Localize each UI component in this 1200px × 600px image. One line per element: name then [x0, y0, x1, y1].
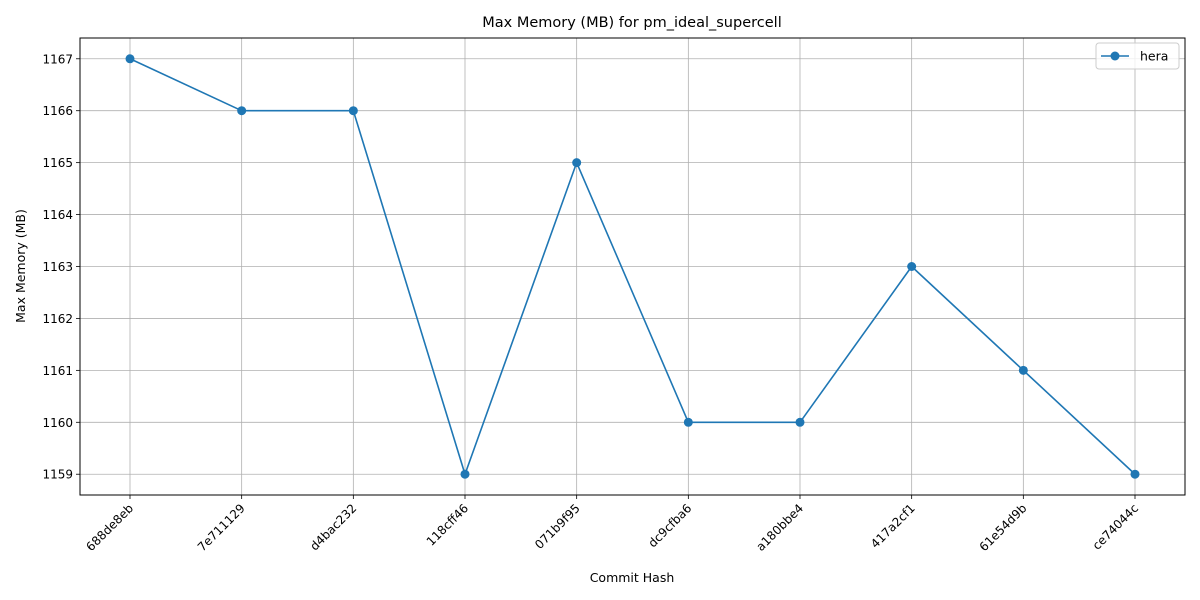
y-tick-label: 1165: [42, 156, 73, 170]
y-tick-label: 1162: [42, 312, 73, 326]
series-layer: [125, 54, 1140, 479]
y-axis-label: Max Memory (MB): [13, 209, 28, 323]
legend-box: [1095, 42, 1180, 70]
y-tick-label: 1160: [42, 416, 73, 430]
legend-label-hera: hera: [1140, 49, 1168, 64]
legend: hera: [1095, 42, 1180, 70]
y-tick-label: 1159: [42, 468, 73, 482]
data-point: [237, 106, 247, 116]
y-tick-label: 1164: [42, 208, 73, 222]
series-line-hera: [129, 58, 1136, 476]
data-point: [907, 262, 917, 271]
y-tick-label: 1167: [42, 52, 73, 66]
data-point: [1018, 365, 1028, 375]
data-point: [348, 106, 358, 116]
x-axis-label: Commit Hash: [590, 570, 675, 585]
y-tick-label: 1166: [42, 104, 73, 118]
y-tick-label: 1163: [42, 260, 73, 274]
data-point: [683, 417, 693, 427]
data-point: [1130, 469, 1140, 479]
data-point: [572, 158, 582, 168]
data-point: [795, 417, 805, 427]
chart-title: Max Memory (MB) for pm_ideal_supercell: [482, 15, 781, 31]
plot-frame: [79, 37, 1186, 496]
axes: [76, 37, 1186, 499]
y-tick-label: 1161: [42, 364, 73, 378]
data-point: [460, 469, 470, 479]
legend-marker-swatch: [1110, 51, 1120, 61]
data-point: [125, 54, 135, 64]
